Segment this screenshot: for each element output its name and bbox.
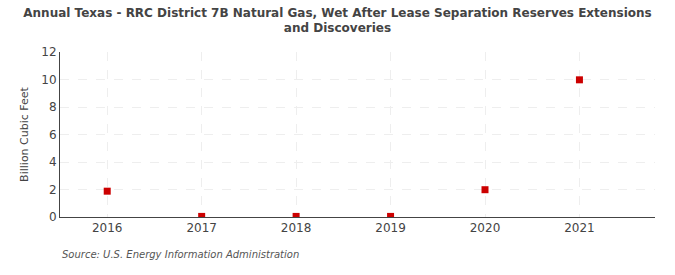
svg-text:12: 12 — [41, 45, 56, 59]
svg-text:6: 6 — [49, 128, 57, 142]
svg-text:Billion Cubic Feet: Billion Cubic Feet — [18, 86, 31, 181]
svg-text:Source: U.S. Energy Informatio: Source: U.S. Energy Information Administ… — [62, 249, 299, 260]
svg-text:2020: 2020 — [470, 221, 501, 235]
svg-text:10: 10 — [41, 73, 56, 87]
svg-text:2017: 2017 — [186, 221, 217, 235]
svg-text:2: 2 — [49, 183, 57, 197]
svg-text:4: 4 — [49, 155, 57, 169]
svg-text:0: 0 — [49, 210, 57, 224]
svg-text:2018: 2018 — [281, 221, 312, 235]
svg-text:8: 8 — [49, 100, 57, 114]
svg-text:2019: 2019 — [375, 221, 406, 235]
svg-text:2021: 2021 — [564, 221, 595, 235]
svg-text:Annual Texas - RRC District 7B: Annual Texas - RRC District 7B Natural G… — [23, 6, 651, 36]
svg-text:2016: 2016 — [92, 221, 123, 235]
